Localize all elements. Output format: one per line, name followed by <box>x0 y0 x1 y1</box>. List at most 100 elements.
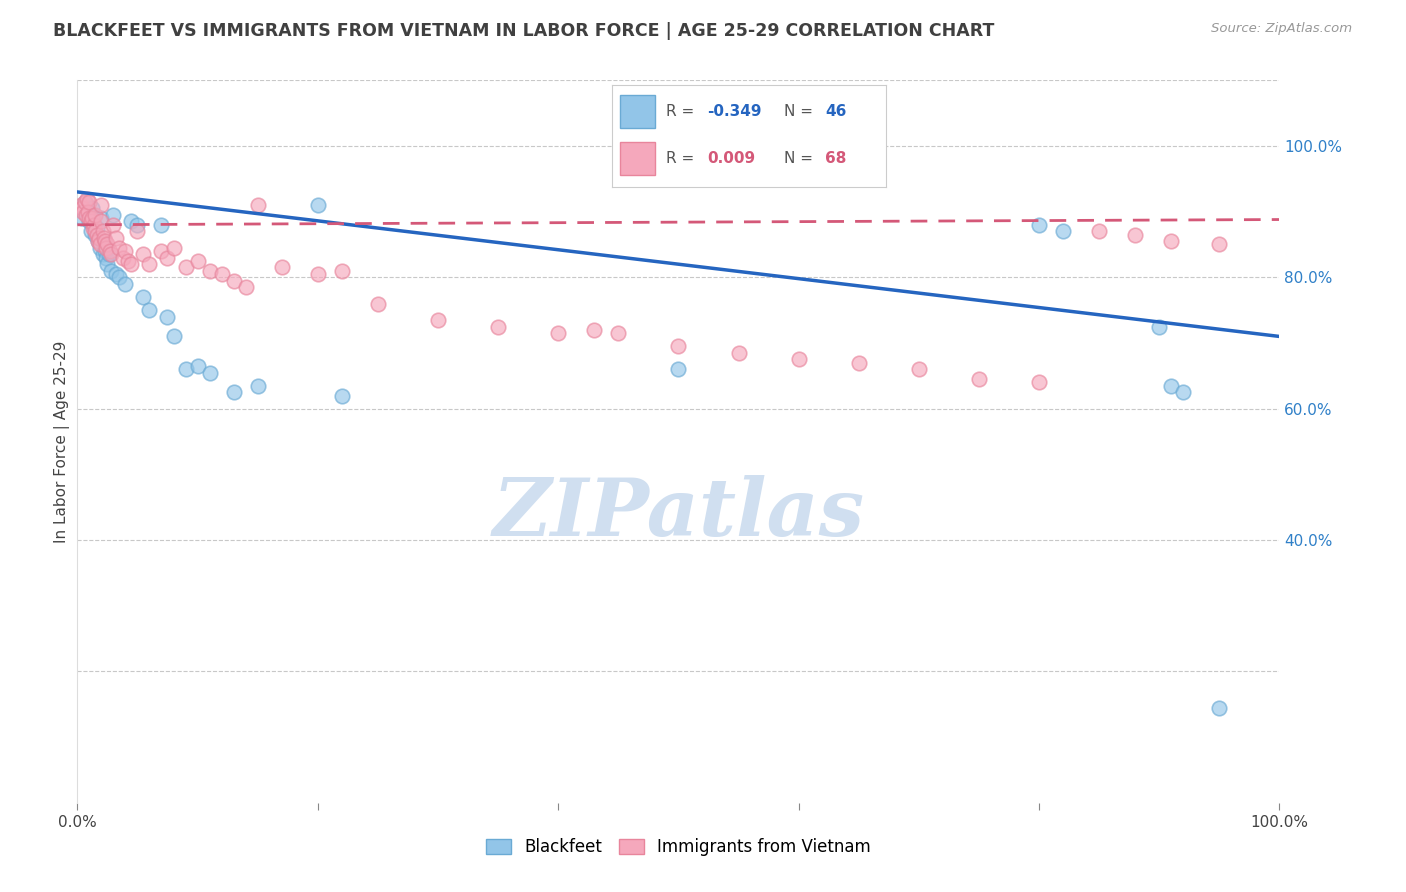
Point <box>87 234 110 248</box>
Text: -0.349: -0.349 <box>707 103 762 119</box>
Point <box>100 247 122 261</box>
Point <box>84 224 107 238</box>
Point <box>668 339 690 353</box>
Point <box>127 218 149 232</box>
Text: N =: N = <box>785 151 818 166</box>
Point <box>75 208 97 222</box>
Point <box>330 264 353 278</box>
Point <box>908 362 931 376</box>
Point <box>186 253 209 268</box>
Point <box>486 319 509 334</box>
Point <box>427 313 450 327</box>
Point <box>82 208 104 222</box>
Point <box>198 264 221 278</box>
Point <box>77 204 100 219</box>
Point <box>93 231 115 245</box>
Point <box>83 218 105 232</box>
Point <box>70 198 93 212</box>
Point <box>103 218 125 232</box>
Point <box>547 326 569 341</box>
Point <box>307 267 329 281</box>
Point <box>211 267 233 281</box>
Point <box>87 231 110 245</box>
Point <box>91 224 114 238</box>
Point <box>89 237 111 252</box>
Point <box>87 234 110 248</box>
Point <box>91 247 114 261</box>
Text: N =: N = <box>785 103 818 119</box>
Point <box>330 388 353 402</box>
Point <box>1160 234 1182 248</box>
Point <box>727 346 749 360</box>
Point <box>120 214 142 228</box>
Point <box>222 385 245 400</box>
Point <box>72 204 94 219</box>
Point <box>70 211 93 226</box>
Point <box>96 241 118 255</box>
Point <box>108 270 131 285</box>
Point <box>111 251 134 265</box>
Text: 46: 46 <box>825 103 846 119</box>
Text: 68: 68 <box>825 151 846 166</box>
Point <box>138 257 160 271</box>
Point <box>108 241 131 255</box>
Point <box>1088 224 1111 238</box>
Point <box>138 303 160 318</box>
Point <box>162 329 184 343</box>
Point <box>848 356 870 370</box>
Point <box>80 202 103 216</box>
Point <box>1123 227 1146 242</box>
Point <box>84 208 107 222</box>
Point <box>104 231 127 245</box>
Point <box>103 208 125 222</box>
Point <box>73 194 96 209</box>
Point <box>93 237 115 252</box>
Point <box>246 378 269 392</box>
Point <box>104 267 127 281</box>
Point <box>79 214 101 228</box>
Point <box>222 274 245 288</box>
Point <box>94 244 117 258</box>
Point <box>76 192 98 206</box>
Point <box>96 251 118 265</box>
Point <box>79 211 101 226</box>
Point <box>114 244 136 258</box>
Point <box>1173 385 1195 400</box>
Point <box>787 352 810 367</box>
Point <box>607 326 630 341</box>
Text: ZIPatlas: ZIPatlas <box>492 475 865 552</box>
Point <box>73 194 96 209</box>
Point <box>86 227 108 242</box>
Point <box>307 198 329 212</box>
Point <box>235 280 257 294</box>
Point <box>1208 700 1230 714</box>
Point <box>174 260 197 275</box>
Point <box>79 194 101 209</box>
Point <box>1028 376 1050 390</box>
Point <box>70 202 93 216</box>
Point <box>80 211 103 226</box>
Point <box>76 204 98 219</box>
Legend: Blackfeet, Immigrants from Vietnam: Blackfeet, Immigrants from Vietnam <box>479 831 877 863</box>
Y-axis label: In Labor Force | Age 25-29: In Labor Force | Age 25-29 <box>55 341 70 542</box>
Point <box>246 198 269 212</box>
Point <box>367 296 389 310</box>
Point <box>120 257 142 271</box>
Point <box>150 218 173 232</box>
Point <box>1052 224 1074 238</box>
Point <box>583 323 606 337</box>
Point <box>174 362 197 376</box>
Point <box>90 211 112 226</box>
Point <box>668 362 690 376</box>
Point <box>127 224 149 238</box>
Point <box>132 247 155 261</box>
Point <box>79 214 101 228</box>
Point <box>967 372 990 386</box>
Point <box>89 241 111 255</box>
Point <box>1028 218 1050 232</box>
Point <box>100 264 122 278</box>
Point <box>96 257 118 271</box>
Point <box>198 366 221 380</box>
Point <box>84 227 107 242</box>
Text: R =: R = <box>666 151 700 166</box>
